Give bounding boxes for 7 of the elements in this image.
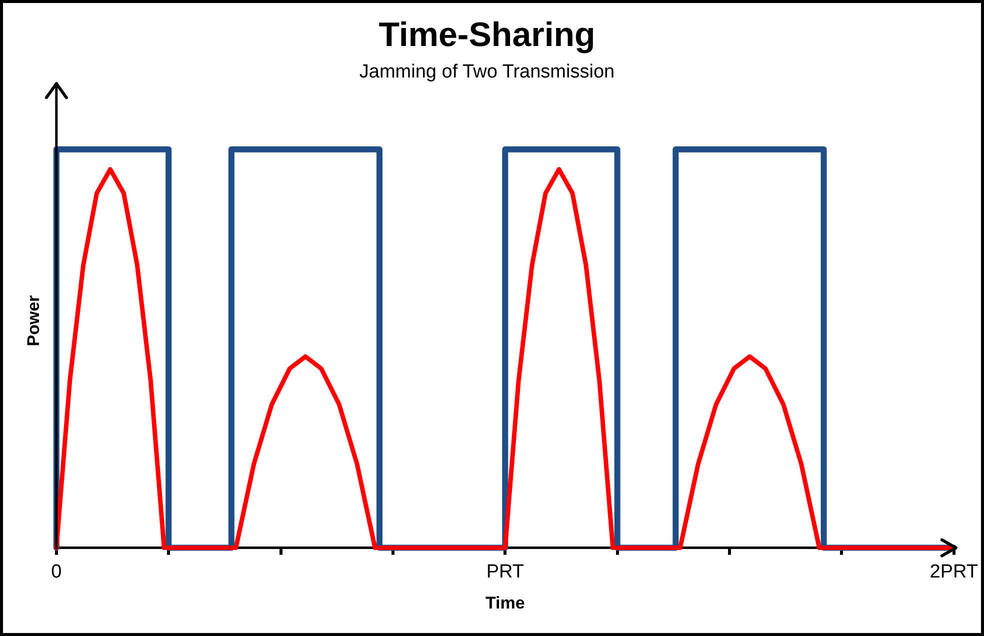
x-tick-label: PRT <box>486 561 524 582</box>
chart-title: Time-Sharing <box>378 16 596 54</box>
x-tick-label: 0 <box>51 561 62 582</box>
x-axis-title: Time <box>485 593 525 612</box>
chart-subtitle: Jamming of Two Transmission <box>359 61 615 82</box>
x-tick-label: 2PRT <box>930 561 978 582</box>
y-axis-title: Power <box>24 294 43 346</box>
